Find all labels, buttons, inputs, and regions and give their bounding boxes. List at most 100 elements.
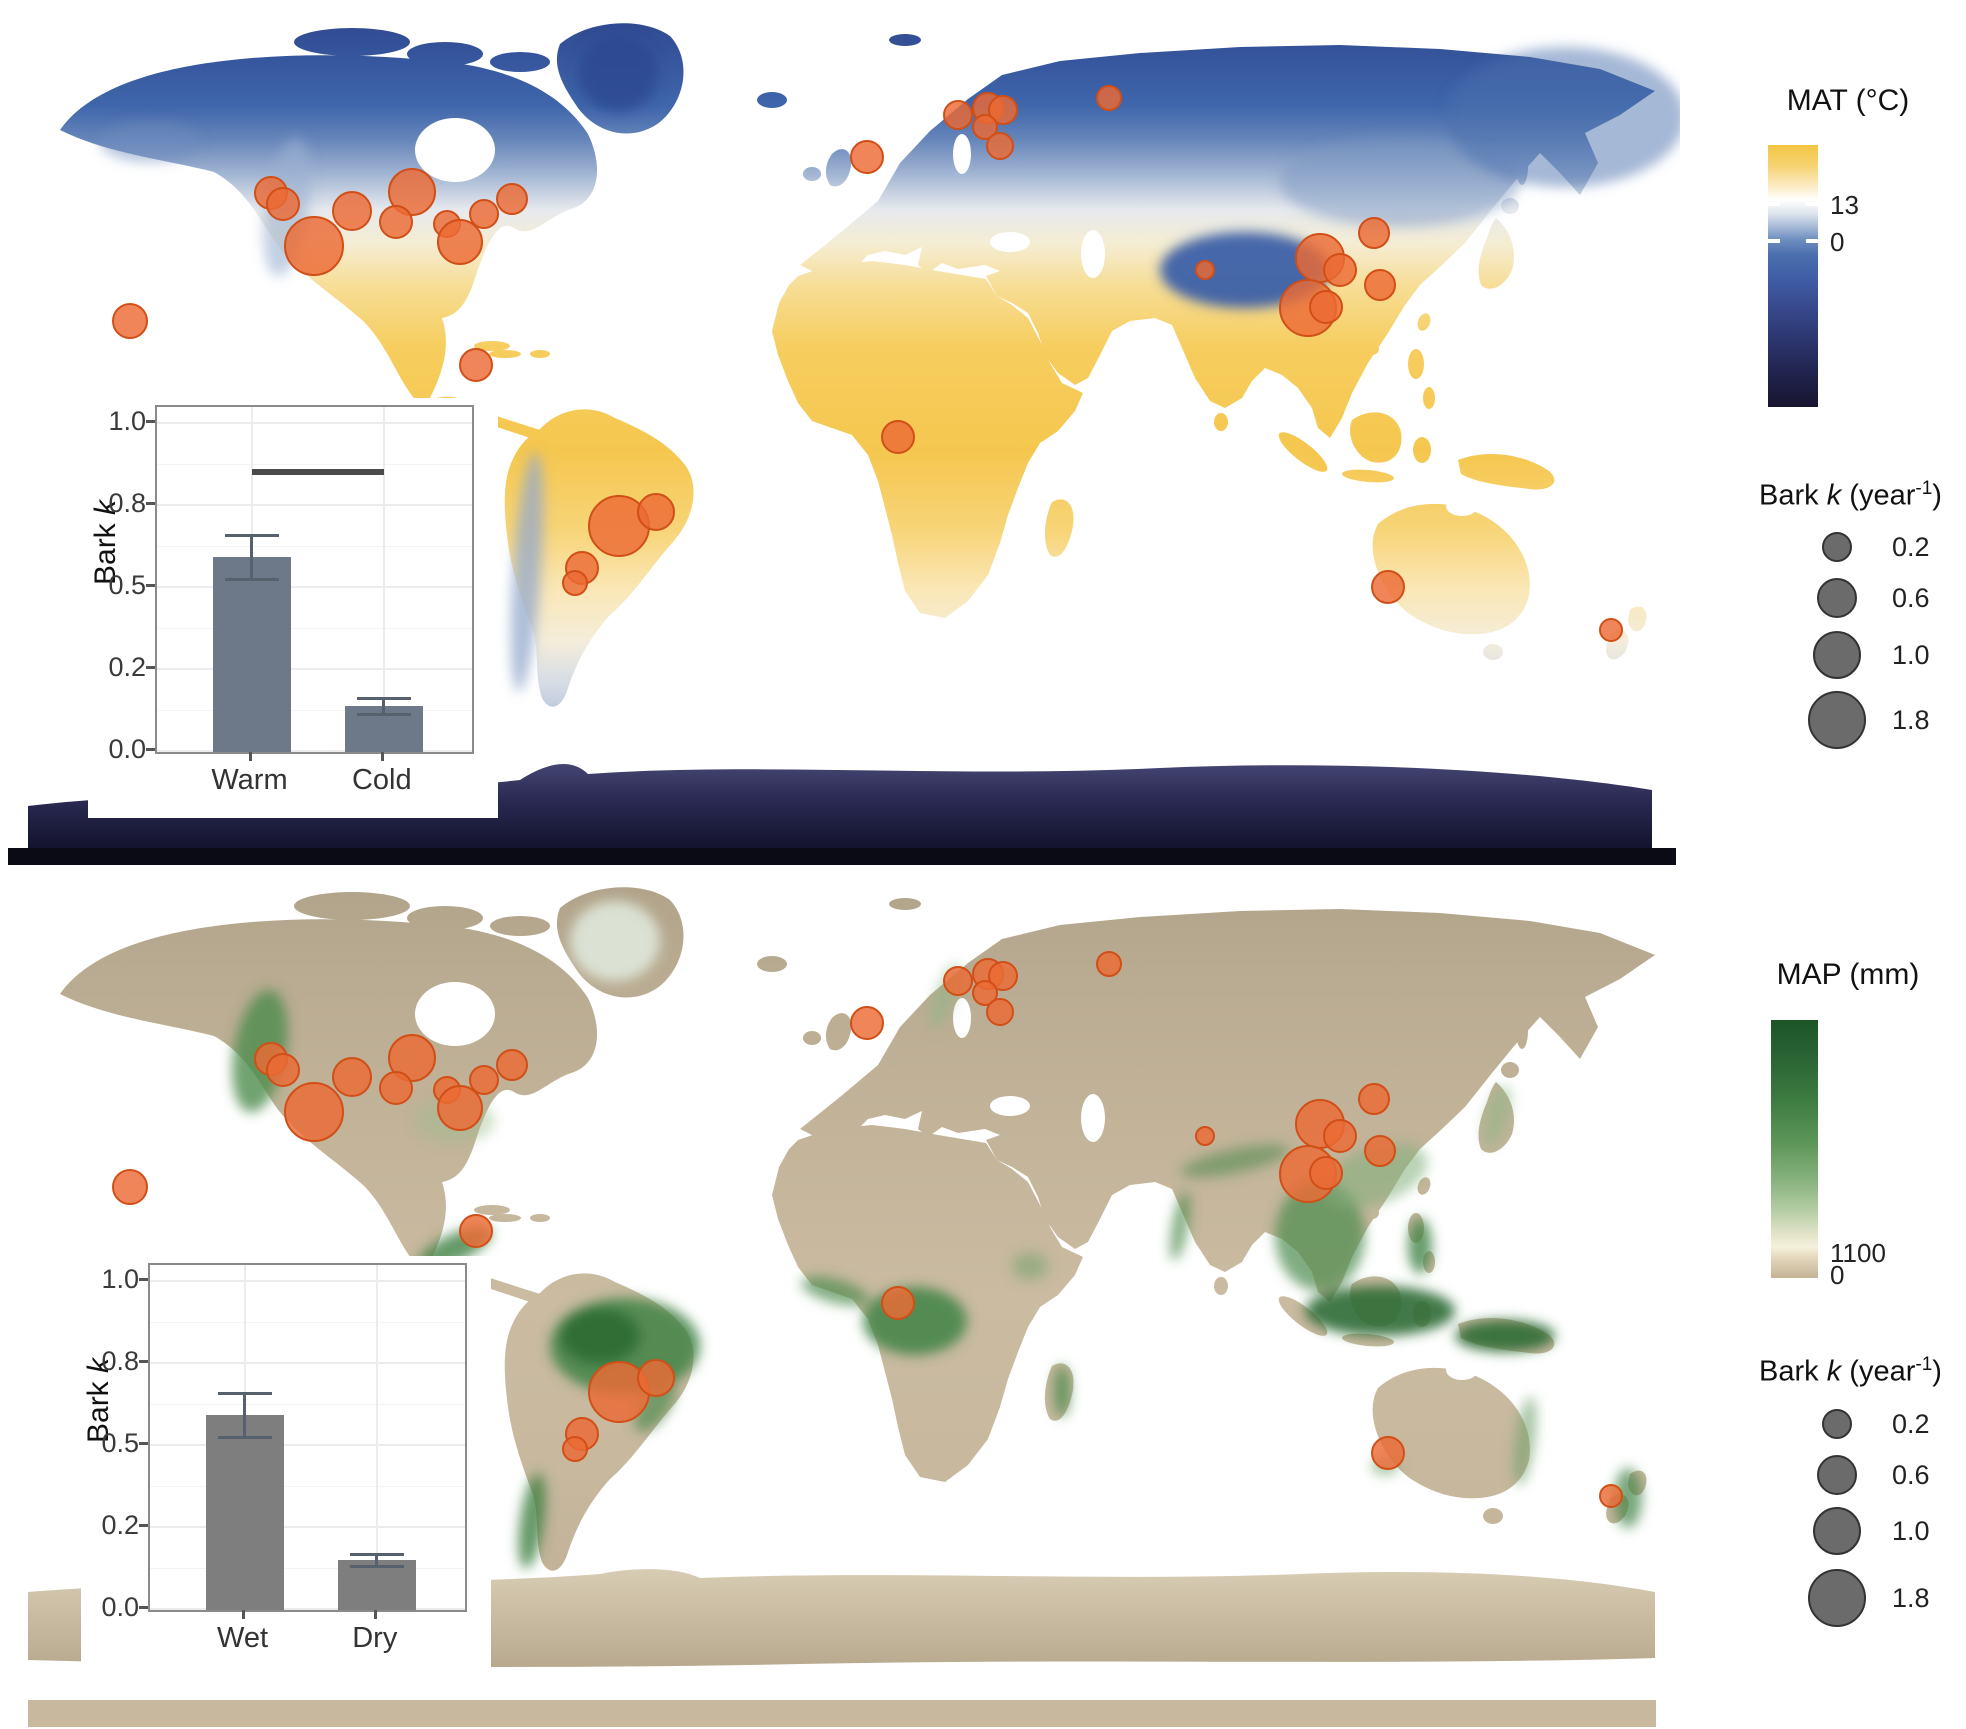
- bar-warm: [212, 556, 291, 752]
- site-marker: [986, 998, 1014, 1026]
- y-tick-mark: [146, 748, 155, 751]
- site-marker: [1599, 618, 1623, 642]
- y-tick-label: 0.2: [108, 652, 146, 682]
- site-marker: [388, 168, 436, 216]
- site-marker: [1309, 1156, 1343, 1190]
- bar-wet: [205, 1414, 284, 1610]
- site-marker: [379, 205, 413, 239]
- error-bar: [243, 1393, 246, 1437]
- site-marker: [562, 1436, 588, 1462]
- y-tick-mark: [146, 420, 155, 423]
- bark-k-warm-cold-bar-chart: Bark k 1.0 0.8 0.5 0.2 0.0 Warm Cold: [88, 398, 498, 818]
- site-marker: [1323, 253, 1357, 287]
- site-marker: [988, 95, 1018, 125]
- x-category-label: Cold: [351, 764, 412, 796]
- y-tick-label: 1.0: [101, 1264, 139, 1294]
- map-colorbar: [1771, 1020, 1818, 1278]
- plot-panel: [155, 405, 474, 754]
- site-marker: [1358, 1083, 1390, 1115]
- size-legend-circle: [1817, 1455, 1857, 1495]
- site-marker: [284, 216, 344, 276]
- significance-line: [251, 469, 384, 476]
- gridline: [150, 1526, 465, 1528]
- x-category-label: Dry: [352, 1622, 398, 1654]
- size-legend-circle: [1813, 631, 1861, 679]
- x-tick-mark: [373, 1610, 377, 1619]
- x-tick-mark: [380, 752, 384, 761]
- error-bar-cap: [356, 696, 411, 700]
- map-bottom-band: [8, 848, 1676, 865]
- gridline: [157, 586, 472, 588]
- map-legend-title: MAP (mm): [1776, 958, 1920, 991]
- x-category-label: Wet: [216, 1622, 269, 1654]
- site-marker: [496, 183, 528, 215]
- site-marker: [972, 980, 998, 1006]
- gridline: [382, 407, 385, 752]
- size-legend-label: 0.6: [1892, 583, 1930, 613]
- size-legend-circle: [1808, 1569, 1866, 1627]
- size-legend-label: 0.2: [1892, 532, 1930, 562]
- error-bar-cap: [217, 1435, 272, 1439]
- y-tick-mark: [146, 666, 155, 669]
- site-marker: [1371, 1436, 1405, 1470]
- site-marker: [379, 1071, 413, 1105]
- x-tick-mark: [248, 752, 252, 761]
- plot-panel: [148, 1263, 467, 1612]
- error-bar: [375, 1553, 379, 1566]
- colorbar-tick-label: 1100: [1830, 1238, 1886, 1269]
- site-marker: [1309, 290, 1343, 324]
- site-marker: [266, 187, 300, 221]
- bar-dry: [337, 1559, 416, 1610]
- y-tick-mark: [139, 1606, 148, 1609]
- gridline: [150, 1444, 465, 1446]
- site-marker: [266, 1053, 300, 1087]
- site-marker: [1323, 1119, 1357, 1153]
- size-legend-label: 1.0: [1892, 1516, 1930, 1546]
- site-marker: [112, 1169, 148, 1205]
- mat-world-map-svg: [8, 23, 1680, 865]
- gridline: [375, 1265, 378, 1610]
- gridline: [150, 1608, 465, 1610]
- map-world-map: [0, 866, 1680, 1729]
- error-bar-cap: [224, 534, 279, 538]
- error-bar-cap: [349, 1564, 404, 1568]
- bark-k-size-legend-top: Bark k (year-1) 0.2 0.6 1.0 1.8: [1735, 478, 1966, 778]
- site-marker: [112, 303, 148, 339]
- gridline-minor: [150, 1568, 465, 1569]
- y-tick-label: 0.8: [108, 488, 146, 518]
- x-category-label: Warm: [211, 764, 288, 796]
- site-markers: [112, 951, 1623, 1508]
- site-marker: [1358, 217, 1390, 249]
- site-marker: [388, 1034, 436, 1082]
- y-tick-label: 0.5: [108, 570, 146, 600]
- gridline: [150, 1280, 465, 1282]
- gridline-minor: [150, 1486, 465, 1487]
- colorbar-tick-label: 0: [1830, 226, 1845, 257]
- site-marker: [988, 961, 1018, 991]
- site-marker: [469, 199, 499, 229]
- site-marker: [881, 420, 915, 454]
- mat-colorbar-legend: MAT (°C) 13 0: [1730, 84, 1966, 424]
- site-marker: [1096, 951, 1122, 977]
- site-marker: [1371, 570, 1405, 604]
- gridline-minor: [157, 628, 472, 629]
- error-bar: [250, 535, 253, 579]
- gridline-minor: [157, 710, 472, 711]
- gridline-minor: [157, 546, 472, 547]
- colorbar-tick-label: 13: [1830, 189, 1859, 220]
- gridline-minor: [157, 464, 472, 465]
- site-marker: [437, 1085, 483, 1131]
- colorbar-tick-mark: [1806, 238, 1818, 243]
- mat-world-map: [0, 2, 1680, 866]
- y-tick-label: 1.0: [108, 406, 146, 436]
- error-bar-cap: [224, 577, 279, 581]
- y-tick-mark: [139, 1524, 148, 1527]
- site-marker: [881, 1286, 915, 1320]
- site-marker: [943, 100, 973, 130]
- colorbar-tick-mark: [1806, 201, 1818, 206]
- y-tick-mark: [146, 584, 155, 587]
- gridline-minor: [150, 1404, 465, 1405]
- map-world-map-svg: [28, 887, 1656, 1727]
- bark-k-size-legend-bottom: Bark k (year-1) 0.2 0.6 1.0 1.8: [1735, 1354, 1966, 1654]
- gridline: [157, 750, 472, 752]
